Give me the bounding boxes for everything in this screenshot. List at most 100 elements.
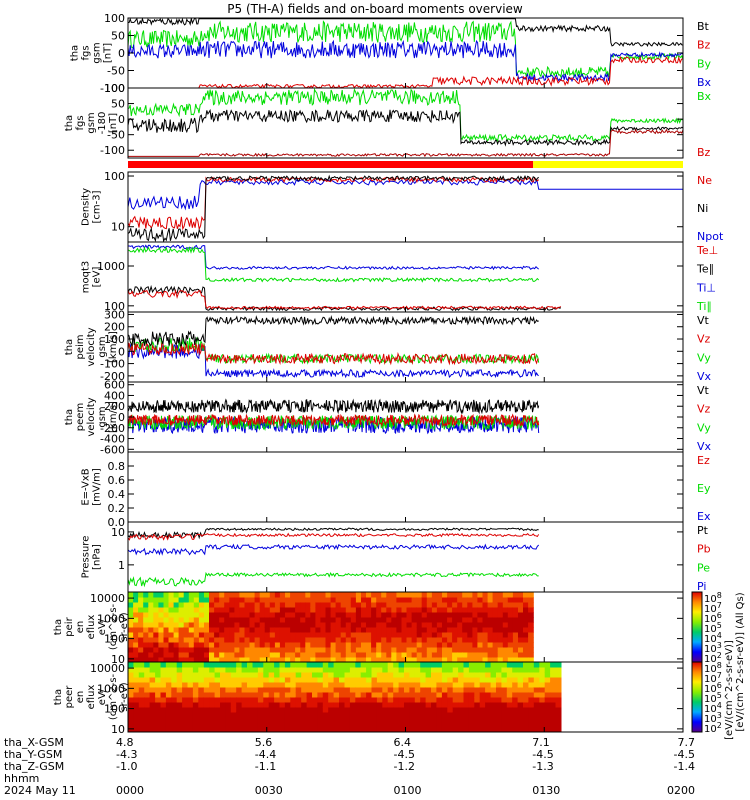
spectrogram-cell [523, 627, 529, 633]
spectrogram-cell [236, 672, 243, 678]
spectrogram-cell [349, 707, 356, 713]
spectrogram-cell [501, 692, 508, 698]
spectrogram-cell [350, 622, 357, 628]
spectrogram-cell [133, 642, 139, 648]
spectrogram-cell [447, 672, 454, 678]
spectrogram-cell [474, 707, 481, 713]
legend-entry: Vt [697, 314, 710, 327]
spectrogram-cell [209, 712, 216, 718]
spectrogram-cell [204, 602, 210, 608]
spectrogram-cell [264, 617, 271, 623]
spectrogram-cell [224, 642, 230, 648]
spectrogram-cell [414, 697, 421, 703]
spectrogram-cell [306, 697, 313, 703]
spectrogram-cell [339, 662, 345, 668]
spectrogram-cell [128, 617, 134, 623]
spectrogram-cell [371, 722, 378, 728]
spectrogram-cell [295, 592, 301, 598]
spectrogram-cell [355, 622, 362, 628]
spectrogram-cell [236, 702, 243, 708]
spectrogram-cell [512, 607, 519, 613]
series-vz [128, 342, 539, 366]
spectrogram-cell [345, 602, 352, 608]
spectrogram-cell [168, 657, 175, 662]
spectrogram-cell [523, 672, 529, 678]
spectrogram-cell [284, 697, 291, 703]
spectrogram-cell [158, 632, 165, 638]
spectrogram-cell [320, 617, 327, 623]
spectrogram-cell [219, 657, 225, 662]
spectrogram-cell [328, 712, 335, 718]
spectrogram-cell [192, 712, 199, 718]
spectrogram-cell [204, 617, 210, 623]
spectrogram-cell [452, 642, 458, 648]
spectrogram-cell [411, 597, 418, 603]
spectrogram-cell [176, 662, 183, 668]
spectrogram-cell [305, 657, 311, 662]
spectrogram-cell [518, 592, 524, 598]
y-tick-label: 50 [111, 30, 125, 43]
spectrogram-cell [224, 657, 230, 662]
spectrogram-cell [411, 657, 418, 662]
spectrogram-cell [416, 612, 423, 618]
spectrogram-cell [224, 622, 230, 628]
spectrogram-cell [436, 637, 443, 643]
spectrogram-cell [214, 697, 221, 703]
spectrogram-cell [193, 652, 200, 658]
legend-entry: Pb [697, 543, 711, 556]
spectrogram-cell [203, 687, 210, 693]
spectrogram-cell [158, 647, 165, 653]
panel-4-frame [127, 241, 684, 313]
spectrogram-cell [133, 672, 140, 678]
spectrogram-cell [502, 642, 509, 648]
spectrogram-cell [268, 677, 275, 683]
spectrogram-cell [482, 642, 489, 648]
spectrogram-cell [361, 602, 367, 608]
spectrogram-cell [187, 662, 194, 668]
spectrogram-cell [330, 632, 337, 638]
y-tick-label: 100 [104, 633, 125, 646]
spectrogram-cell [295, 647, 301, 653]
spectrogram-cell [144, 687, 151, 693]
spectrogram-cell [507, 612, 514, 618]
spectrogram-cell [204, 632, 210, 638]
spectrogram-cell [138, 672, 145, 678]
spectrogram-cell [187, 687, 194, 693]
spectrogram-cell [144, 667, 151, 673]
spectrogram-cell [325, 597, 332, 603]
spectrogram-cell [472, 627, 479, 633]
spectrogram-cell [528, 677, 535, 683]
spectrogram-cell [153, 612, 159, 618]
spectrogram-cell [523, 712, 529, 718]
spectrogram-cell [463, 682, 470, 688]
spectrogram-cell [431, 617, 438, 623]
spectrogram-cell [474, 727, 481, 732]
spectrogram-cell [183, 652, 190, 658]
spectrogram-cell [320, 612, 327, 618]
spectrogram-cell [340, 647, 347, 653]
spectrogram-cell [252, 712, 259, 718]
spectrogram-cell [168, 637, 175, 643]
spectrogram-cell [163, 637, 170, 643]
spectrogram-cell [192, 707, 199, 713]
spectrogram-cell [371, 687, 378, 693]
spectrogram-cell [436, 642, 443, 648]
spectrogram-cell [502, 647, 509, 653]
spectrogram-cell [138, 717, 145, 723]
spectrogram-cell [178, 657, 185, 662]
spectrogram-cell [391, 607, 397, 613]
spectrogram-cell [482, 592, 489, 598]
spectrogram-cell [279, 597, 286, 603]
spectrogram-cell [252, 687, 259, 693]
spectrogram-cell [320, 652, 327, 658]
spectrogram-cell [198, 607, 205, 613]
spectrogram-cell [310, 632, 316, 638]
spectrogram-cell [361, 637, 367, 643]
spectrogram-cell [436, 652, 443, 658]
spectrogram-cell [416, 647, 423, 653]
spectrogram-cell [158, 602, 165, 608]
mode-bar-segment [128, 161, 534, 168]
legend-entry: Pe [697, 561, 710, 574]
spectrogram-cell [376, 657, 382, 662]
spectrogram-cell [457, 647, 463, 653]
